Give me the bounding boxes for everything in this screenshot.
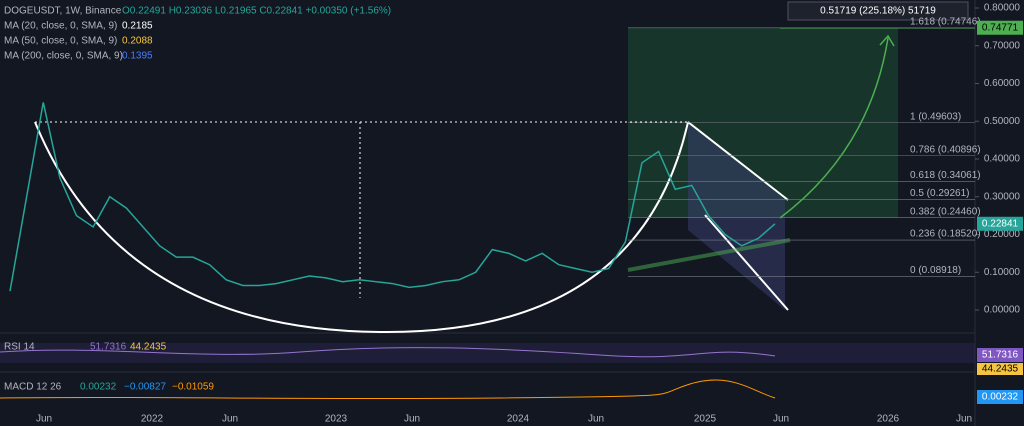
macd-value: 0.00232 [80,382,117,393]
price-tag [977,216,1023,231]
macd-value: −0.00827 [124,382,166,393]
price-tag-label: 0.22841 [982,218,1019,229]
price-tag [977,20,1023,35]
projection-arrow [779,37,889,219]
time-label: 2024 [507,414,530,425]
fib-label: 0.382 (0.24460) [910,206,981,217]
rsi-band [0,343,975,363]
channel-line [704,214,789,311]
time-label: 2023 [325,414,348,425]
cup-curve [34,121,689,334]
price-tick-label: 0.40000 [984,154,1021,165]
price-tick-label: 0.20000 [984,229,1021,240]
price-tick-label: 0.80000 [984,3,1021,14]
price-tick-label: 0.70000 [984,40,1021,51]
fib-label: 0.236 (0.18520) [910,229,981,240]
macd-line [0,379,776,400]
rsi-tag [977,348,1023,362]
time-label: Jun [956,414,972,425]
price-line [9,102,776,292]
price-tick-label: 0.50000 [984,116,1021,127]
fib-label: 1 (0.49603) [910,111,961,122]
macd-tag [977,390,1023,404]
ohlc: O0.22491 H0.23036 L0.21965 C0.22841 +0.0… [122,6,391,17]
ma-label: MA (200, close, 0, SMA, 9) [4,51,123,62]
time-label: 2026 [877,414,900,425]
rsi-value: 51.7316 [90,342,127,353]
rsi-label: RSI 14 [4,342,35,353]
time-label: Jun [588,414,604,425]
fib-label: 0 (0.08918) [910,265,961,276]
channel-line [687,121,789,201]
measure-box [787,1,969,21]
time-label: Jun [773,414,789,425]
fib-label: 1.618 (0.74746) [910,16,981,27]
macd-value: −0.01059 [172,382,214,393]
arrow-head [879,34,895,47]
time-label: 2025 [694,414,717,425]
price-tick-label: 0.00000 [984,305,1021,316]
time-label: Jun [36,414,52,425]
ma-value: 0.2088 [122,36,153,47]
trend-line [627,238,791,272]
rsi-line [0,347,776,358]
fib-label: 0.618 (0.34061) [910,170,981,181]
measure-label: 0.51719 (225.18%) 51719 [820,6,936,17]
ma-value: 0.1395 [122,51,153,62]
macd-label: MACD 12 26 [4,382,62,393]
ma-label: MA (50, close, 0, SMA, 9) [4,36,117,47]
price-tick-label: 0.10000 [984,267,1021,278]
rsi-value: 44.2435 [130,342,167,353]
macd-tag-label: 0.00232 [982,392,1019,403]
symbol: DOGEUSDT, 1W, Binance [4,6,122,17]
time-label: Jun [404,414,420,425]
ma-value: 0.2185 [122,21,153,32]
fib-label: 0.786 (0.40896) [910,144,981,155]
time-label: Jun [222,414,238,425]
rsi-tag-label: 51.7316 [982,350,1019,361]
rsi-tag [977,363,1023,375]
price-tag-label: 0.74771 [982,22,1019,33]
ma-label: MA (20, close, 0, SMA, 9) [4,21,117,32]
falling-channel [688,122,785,310]
time-label: 2022 [141,414,164,425]
price-tick-label: 0.60000 [984,78,1021,89]
fib-label: 0.5 (0.29261) [910,188,970,199]
rsi-tag-label: 44.2435 [982,364,1019,375]
price-tick-label: 0.30000 [984,191,1021,202]
